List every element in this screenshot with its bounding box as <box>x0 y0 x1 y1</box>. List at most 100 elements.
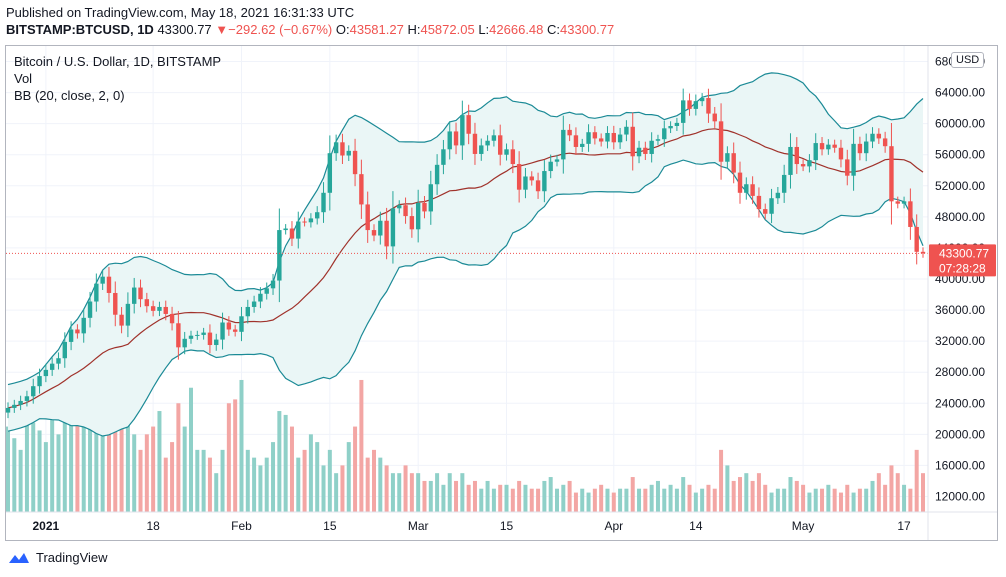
candle-body <box>901 201 907 204</box>
price-axis: 68000.0064000.0060000.0056000.0052000.00… <box>935 55 985 504</box>
volume-bar <box>441 484 446 512</box>
candle-body <box>794 146 799 165</box>
volume-bar <box>182 426 187 512</box>
volume-bar <box>207 457 212 512</box>
time-tick-label: 15 <box>500 519 514 533</box>
volume-bar <box>390 473 395 512</box>
volume-bar <box>517 480 522 512</box>
brand-name: TradingView <box>36 550 108 565</box>
candle-body <box>163 306 168 314</box>
volume-bar <box>838 492 843 512</box>
volume-bar <box>163 457 168 512</box>
volume-bar <box>668 484 673 512</box>
volume-bar <box>397 473 402 512</box>
volume-bar <box>214 473 219 512</box>
candle-body <box>371 230 377 236</box>
candle-body <box>384 220 389 247</box>
candle-body <box>270 280 276 289</box>
volume-bar <box>176 403 181 512</box>
candle-body <box>845 159 850 176</box>
candle-body <box>895 201 900 204</box>
candle-body <box>681 100 686 123</box>
volume-bar <box>813 488 818 512</box>
candle-body <box>201 332 206 335</box>
price-tag-value: 43300.77 <box>939 246 989 260</box>
volume-bar <box>706 484 711 512</box>
volume-bar <box>536 488 541 512</box>
candle-body <box>832 144 837 148</box>
candle-body <box>864 141 869 154</box>
volume-bar <box>346 442 351 512</box>
time-tick-label: May <box>792 519 815 533</box>
volume-bar <box>870 480 875 512</box>
candle-body <box>586 132 591 144</box>
volume-bar <box>447 473 452 512</box>
volume-bar <box>409 473 414 512</box>
volume-bar <box>372 449 376 512</box>
volume-bar <box>138 449 143 512</box>
candle-body <box>5 407 11 413</box>
volume-bar <box>151 426 156 512</box>
volume-bar <box>384 465 389 512</box>
candle-body <box>31 386 36 397</box>
candle-body <box>24 396 30 401</box>
candle-body <box>687 100 692 109</box>
candle-body <box>529 176 534 181</box>
volume-bar <box>548 477 553 512</box>
volume-bar <box>466 484 471 512</box>
time-tick-label: Mar <box>408 519 429 533</box>
time-tick-label: 2021 <box>33 519 60 533</box>
volume-bar <box>81 387 86 512</box>
volume-bar <box>264 457 269 512</box>
candle-body <box>876 133 882 139</box>
volume-bar <box>485 480 490 512</box>
volume-bar <box>460 473 465 512</box>
candle-body <box>415 202 421 230</box>
volume-bar <box>271 442 276 512</box>
bollinger-upper-line <box>7 72 924 386</box>
candle-body <box>214 339 219 346</box>
candle-body <box>138 287 143 300</box>
candle-body <box>226 322 232 330</box>
candle-body <box>630 126 635 157</box>
low-value: 42666.48 <box>489 22 544 37</box>
candle-body <box>87 301 93 318</box>
volume-bar <box>6 426 10 512</box>
currency-button[interactable]: USD <box>951 52 985 68</box>
footer-brand[interactable]: TradingView <box>8 550 108 565</box>
candle-body <box>315 212 320 219</box>
candle-body <box>908 201 913 227</box>
time-tick-label: 14 <box>689 519 703 533</box>
time-tick-label: 18 <box>146 519 160 533</box>
volume-bar <box>416 473 421 512</box>
legend-bollinger: BB (20, close, 2, 0) <box>14 88 125 103</box>
price-tag-countdown: 07:28:28 <box>939 261 986 275</box>
volume-bar <box>498 484 503 512</box>
candle-body <box>611 132 616 143</box>
last-price-tag: 43300.77 07:28:28 <box>929 244 996 277</box>
volume-bar <box>302 449 307 512</box>
price-tick-label: 24000.00 <box>935 396 985 410</box>
candle-body <box>914 226 919 252</box>
candle-body <box>668 125 673 129</box>
volume-bar <box>655 480 660 512</box>
volume-bar <box>864 488 869 512</box>
candle-body <box>542 171 547 192</box>
candle-body <box>422 202 427 212</box>
volume-bar <box>289 426 294 512</box>
candle-body <box>466 115 471 134</box>
candle-body <box>699 98 705 102</box>
volume-bar <box>226 403 231 512</box>
candle-body <box>851 143 856 176</box>
volume-bar <box>605 488 610 512</box>
legend-title: Bitcoin / U.S. Dollar, 1D, BITSTAMP <box>14 54 222 69</box>
volume-bar <box>233 399 238 512</box>
candle-body <box>302 221 307 223</box>
volume-bar <box>353 426 358 512</box>
time-tick-label: 15 <box>323 519 337 533</box>
volume-bar <box>491 488 496 512</box>
volume-bar <box>857 488 862 512</box>
volume-bar <box>700 488 705 512</box>
candle-body <box>882 138 888 147</box>
